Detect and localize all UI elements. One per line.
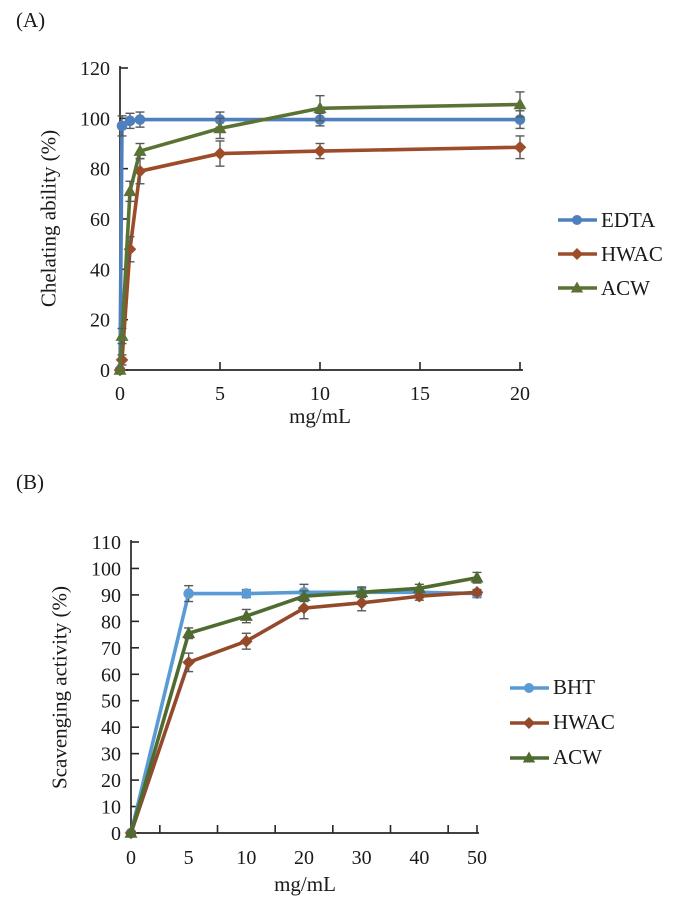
series-line-BHT	[129, 590, 479, 835]
x-tick-label: 0	[126, 847, 136, 869]
panel-a-x-axis-title: mg/mL	[289, 404, 351, 428]
x-tick-label: 10	[310, 383, 330, 405]
data-point-EDTA	[134, 114, 146, 125]
hwac-marker-icon	[558, 248, 597, 260]
legend-marker	[572, 215, 582, 225]
data-point-ACW	[113, 363, 127, 375]
x-tick-label: 30	[352, 847, 372, 869]
legend-item-acw-b: ACW	[509, 740, 615, 775]
x-tick-label: 20	[510, 383, 530, 405]
panel-b-plot: 0 10 20 30 40 50 60 70 80 90 100 110 0 5 10 20 30 40 50	[91, 532, 487, 869]
data-point-ACW	[124, 826, 138, 838]
data-point-ACW	[470, 570, 484, 583]
x-tick-label: 10	[236, 847, 256, 869]
data-point-HWAC	[240, 634, 253, 648]
data-point-ACW	[355, 585, 369, 598]
y-tick-label: 40	[90, 259, 110, 281]
legend-marker	[523, 716, 535, 729]
x-tick-label: 20	[294, 847, 314, 869]
data-point-HWAC	[182, 656, 195, 669]
y-tick-label: 70	[101, 638, 121, 660]
y-tick-label: 100	[80, 108, 110, 130]
data-point-HWAC	[513, 140, 527, 154]
legend-label-acw-a: ACW	[601, 275, 650, 300]
panel-b-label: (B)	[16, 470, 44, 494]
data-point-HWAC	[470, 585, 484, 599]
y-tick-label: 90	[101, 585, 121, 607]
legend-label-bht: BHT	[553, 675, 595, 699]
data-point-HWAC	[297, 601, 311, 615]
y-tick-label: 110	[92, 532, 121, 554]
legend-item-edta: EDTA	[557, 203, 663, 237]
panel-a-legend: EDTA HWAC ACW	[557, 203, 663, 305]
data-point-ACW	[513, 97, 527, 110]
hwac-marker-icon	[510, 716, 549, 729]
x-tick-label: 0	[115, 383, 125, 405]
acw-marker-icon	[558, 281, 597, 293]
panel-a-plot: 0 20 40 60 80 100 120 0 5 10 15 20	[80, 58, 530, 405]
y-tick-label: 30	[101, 744, 121, 766]
data-point-ACW	[115, 329, 129, 341]
edta-marker-icon	[558, 215, 597, 225]
series-line-HWAC	[129, 590, 479, 835]
data-point-ACW	[313, 101, 327, 114]
data-point-HWAC	[355, 596, 368, 610]
y-tick-label: 0	[100, 360, 110, 382]
acw-marker-icon	[510, 751, 549, 762]
data-point-HWAC	[313, 144, 327, 158]
legend-item-hwac-b: HWAC	[509, 705, 615, 740]
data-point-EDTA	[116, 120, 128, 132]
data-point-ACW	[297, 589, 311, 602]
x-tick-label: 5	[215, 383, 225, 405]
y-tick-label: 20	[90, 310, 110, 332]
legend-marker	[570, 281, 584, 293]
legend-label-edta: EDTA	[601, 207, 656, 232]
legend-marker	[524, 682, 534, 693]
legend-label-hwac-b: HWAC	[553, 710, 615, 734]
x-tick-label: 40	[409, 847, 429, 869]
y-tick-label: 100	[91, 558, 121, 580]
data-point-ACW	[213, 121, 227, 134]
legend-item-bht: BHT	[509, 670, 615, 705]
data-point-ACW	[412, 581, 426, 594]
data-point-HWAC	[213, 147, 227, 160]
panel-b-legend: BHT HWAC ACW	[509, 670, 615, 775]
legend-item-acw-a: ACW	[557, 271, 663, 305]
x-tick-label: 15	[410, 383, 430, 405]
data-point-ACW	[239, 609, 253, 621]
data-point-ACW	[182, 626, 196, 639]
y-tick-label: 60	[101, 664, 121, 686]
y-tick-label: 80	[101, 611, 121, 633]
data-point-ACW	[133, 144, 147, 156]
y-tick-label: 40	[101, 717, 121, 739]
y-tick-label: 20	[101, 770, 121, 792]
x-tick-label: 5	[184, 847, 194, 869]
y-tick-label: 10	[101, 797, 121, 819]
bht-marker-icon	[510, 682, 549, 693]
legend-marker	[571, 248, 583, 260]
legend-label-acw-b: ACW	[553, 745, 602, 769]
series-line-HWAC	[118, 145, 522, 372]
data-point-HWAC	[123, 242, 137, 256]
panel-b-x-axis-title: mg/mL	[274, 872, 336, 896]
y-tick-label: 0	[111, 823, 121, 845]
data-point-BHT	[241, 588, 252, 599]
data-point-BHT	[183, 588, 194, 599]
y-tick-label: 80	[90, 159, 110, 181]
y-tick-label: 120	[80, 58, 110, 80]
y-tick-label: 60	[90, 209, 110, 231]
panel-a-label: (A)	[16, 8, 46, 32]
data-point-ACW	[123, 184, 137, 197]
legend-label-hwac-a: HWAC	[601, 241, 663, 266]
data-point-EDTA	[124, 115, 136, 127]
legend-item-hwac-a: HWAC	[557, 237, 663, 271]
y-tick-label: 50	[101, 691, 121, 713]
x-tick-label: 50	[467, 847, 487, 869]
legend-marker	[522, 751, 536, 762]
